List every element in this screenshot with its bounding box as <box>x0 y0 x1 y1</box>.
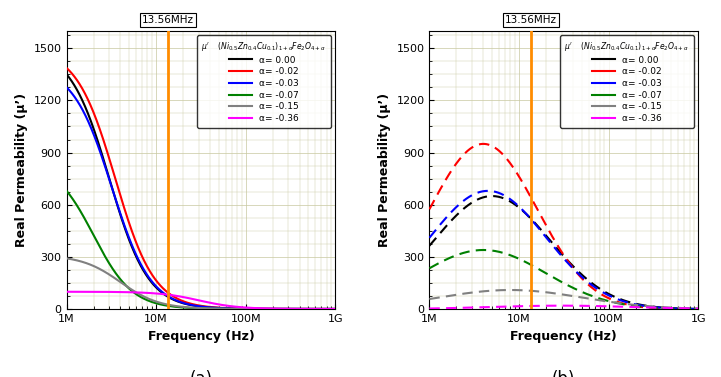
Text: 13.56MHz: 13.56MHz <box>142 15 194 25</box>
X-axis label: Frequency (Hz): Frequency (Hz) <box>148 329 255 343</box>
Text: (a): (a) <box>190 370 213 377</box>
X-axis label: Frequency (Hz): Frequency (Hz) <box>510 329 617 343</box>
Text: 13.56MHz: 13.56MHz <box>505 15 557 25</box>
Legend: α= 0.00, α= -0.02, α= -0.03, α= -0.07, α= -0.15, α= -0.36: α= 0.00, α= -0.02, α= -0.03, α= -0.07, α… <box>197 35 331 127</box>
Y-axis label: Real Permeability (μ’): Real Permeability (μ’) <box>15 93 28 247</box>
Y-axis label: Real Permeability (μ’): Real Permeability (μ’) <box>378 93 391 247</box>
Legend: α= 0.00, α= -0.02, α= -0.03, α= -0.07, α= -0.15, α= -0.36: α= 0.00, α= -0.02, α= -0.03, α= -0.07, α… <box>559 35 694 127</box>
Text: (b): (b) <box>552 370 575 377</box>
